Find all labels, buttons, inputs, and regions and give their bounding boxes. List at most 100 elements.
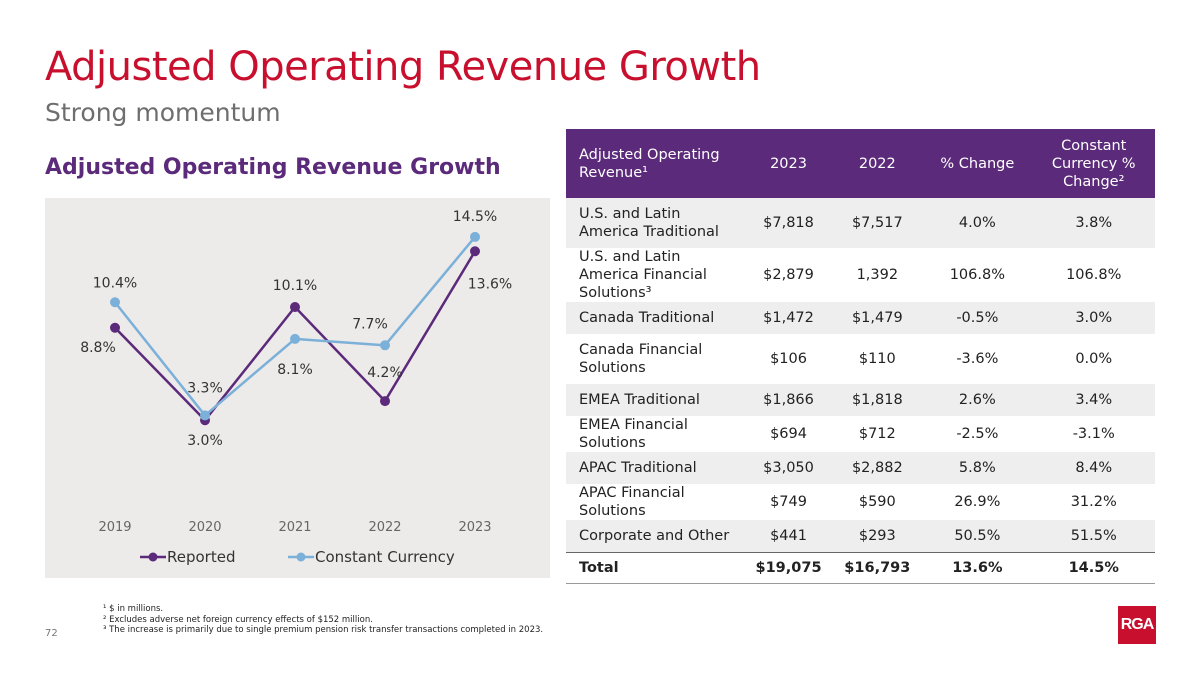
row-label: EMEA Traditional xyxy=(579,392,700,408)
row-label: U.S. and Latin America Traditional xyxy=(579,206,719,240)
x-tick-label: 2023 xyxy=(458,520,491,535)
series-point-1 xyxy=(470,231,480,242)
row-2023: $7,818 xyxy=(763,215,814,231)
series-line-1 xyxy=(114,236,476,418)
row-pct-change: 5.8% xyxy=(958,460,996,476)
table-row: Canada Financial Solutions $106 $110 -3.6% 0… xyxy=(566,334,1155,384)
data-label: 3.0% xyxy=(187,433,223,449)
row-cc-change: 106.8% xyxy=(1066,267,1122,283)
page-subtitle: Strong momentum xyxy=(45,98,281,127)
table-row: EMEA Traditional $1,866 $1,818 2.6% 3.4% xyxy=(566,384,1155,416)
total-cc-change: 14.5% xyxy=(1068,559,1119,576)
row-2022: $293 xyxy=(858,527,896,544)
row-2023: $106 xyxy=(770,351,807,367)
table-row: U.S. and Latin America Traditional $7,818… xyxy=(566,198,1155,248)
chart-heading: Adjusted Operating Revenue Growth xyxy=(45,155,501,180)
table-row: APAC Traditional $3,050 $2,882 5.8% 8.4% xyxy=(566,452,1155,484)
row-pct-change: -2.5% xyxy=(956,426,999,442)
chart-svg: 8.8% 3.0% 10.1% 4.2% 13.6% 10.4% 3.3% 8.1% 7.7% 1… xyxy=(80,209,512,566)
data-label: 8.1% xyxy=(277,362,313,378)
row-2023: $1,866 xyxy=(763,392,814,408)
series-point-0 xyxy=(290,302,300,313)
row-2022: $1,479 xyxy=(851,310,903,326)
row-cc-change: 8.4% xyxy=(1075,460,1113,476)
row-cc-change: 0.0% xyxy=(1075,351,1113,367)
total-2023: $19,075 xyxy=(755,559,822,576)
page-title: Adjusted Operating Revenue Growth xyxy=(45,44,761,90)
footnote-3: ³ The increase is primarily due to singl… xyxy=(103,625,544,635)
header-2023: 2023 xyxy=(770,155,807,172)
x-tick-label: 2020 xyxy=(188,520,221,535)
total-pct-change: 13.6% xyxy=(952,559,1003,576)
legend-marker-1 xyxy=(296,552,306,562)
total-label: Total xyxy=(579,559,619,576)
row-2022: $590 xyxy=(858,494,896,510)
row-pct-change: -3.6% xyxy=(956,351,999,367)
row-2023: $3,050 xyxy=(763,460,814,476)
row-cc-change: 51.5% xyxy=(1070,527,1117,544)
row-pct-change: 106.8% xyxy=(949,267,1005,283)
row-label: U.S. and Latin America Financial Solutio… xyxy=(579,249,707,301)
row-cc-change: 3.0% xyxy=(1075,310,1113,326)
footnote-2: ² Excludes adverse net foreign currency … xyxy=(103,614,373,625)
footnote-1: ¹ $ in millions. xyxy=(103,604,164,614)
row-2023: $2,879 xyxy=(763,267,814,283)
table-total-row: Total $19,075 $16,793 13.6% 14.5% xyxy=(566,552,1155,583)
table-header-row: Adjusted Operating Revenue¹ 2023 2022 % … xyxy=(566,129,1155,198)
row-2023: $694 xyxy=(770,426,807,442)
table-row: U.S. and Latin America Financial Solutio… xyxy=(566,248,1155,302)
row-2023: $749 xyxy=(770,494,807,510)
footnotes: ¹ $ in millions. ² Excludes adverse net … xyxy=(103,604,543,636)
row-2023: $1,472 xyxy=(763,310,814,326)
x-tick-label: 2022 xyxy=(368,520,401,535)
row-pct-change: 26.9% xyxy=(954,494,1001,510)
data-label: 3.3% xyxy=(187,380,223,396)
row-label: EMEA Financial Solutions xyxy=(579,417,688,451)
data-label: 10.4% xyxy=(93,275,137,291)
x-tick-label: 2019 xyxy=(98,520,131,535)
row-2022: $7,517 xyxy=(851,215,903,231)
row-2022: 1,392 xyxy=(856,267,899,283)
row-pct-change: 50.5% xyxy=(954,527,1001,544)
table-row: EMEA Financial Solutions $694 $712 -2.5% -3.… xyxy=(566,416,1155,452)
row-label: Canada Financial Solutions xyxy=(579,342,703,376)
row-2022: $1,818 xyxy=(851,392,903,408)
header-2022: 2022 xyxy=(858,155,896,172)
row-label: APAC Financial Solutions xyxy=(579,485,685,519)
table-row: Canada Traditional $1,472 $1,479 -0.5% 3.0% xyxy=(566,302,1155,334)
line-chart: 8.8% 3.0% 10.1% 4.2% 13.6% 10.4% 3.3% 8.1% 7.7% 1… xyxy=(45,198,550,578)
data-label: 8.8% xyxy=(80,340,116,356)
page-number: 72 xyxy=(45,628,58,639)
row-cc-change: 3.4% xyxy=(1075,392,1113,408)
total-2022: $16,793 xyxy=(844,559,911,576)
row-2022: $712 xyxy=(858,426,896,442)
table-row: Corporate and Other $441 $293 50.5% 51.5% xyxy=(566,520,1155,552)
data-label: 7.7% xyxy=(352,316,388,332)
series-point-1 xyxy=(380,340,390,351)
header-cc-change: Constant Currency % Change² xyxy=(1051,137,1136,190)
row-2022: $110 xyxy=(858,351,896,367)
row-label: Corporate and Other xyxy=(579,527,730,544)
series-point-0 xyxy=(380,396,390,407)
revenue-table-wrap: Adjusted Operating Revenue¹ 2023 2022 % … xyxy=(566,129,1155,584)
header-revenue: Adjusted Operating Revenue¹ xyxy=(579,146,720,181)
data-label: 4.2% xyxy=(367,365,403,381)
legend-label: Reported xyxy=(167,548,235,566)
revenue-table: Adjusted Operating Revenue¹ 2023 2022 % … xyxy=(566,129,1155,584)
data-label: 13.6% xyxy=(468,276,512,292)
row-2022: $2,882 xyxy=(851,460,903,476)
row-pct-change: -0.5% xyxy=(956,310,999,326)
x-tick-label: 2021 xyxy=(278,520,311,535)
series-point-1 xyxy=(290,333,300,344)
row-pct-change: 4.0% xyxy=(958,215,996,231)
row-label: Canada Traditional xyxy=(579,310,715,326)
data-label: 10.1% xyxy=(273,278,317,294)
data-label: 14.5% xyxy=(453,209,497,225)
legend-label: Constant Currency xyxy=(315,548,455,566)
row-cc-change: 3.8% xyxy=(1075,215,1113,231)
row-2023: $441 xyxy=(770,527,807,544)
series-point-1 xyxy=(110,297,120,308)
header-pct-change: % Change xyxy=(940,155,1015,172)
series-point-0 xyxy=(110,322,120,333)
rga-logo: RGA xyxy=(1118,606,1156,644)
